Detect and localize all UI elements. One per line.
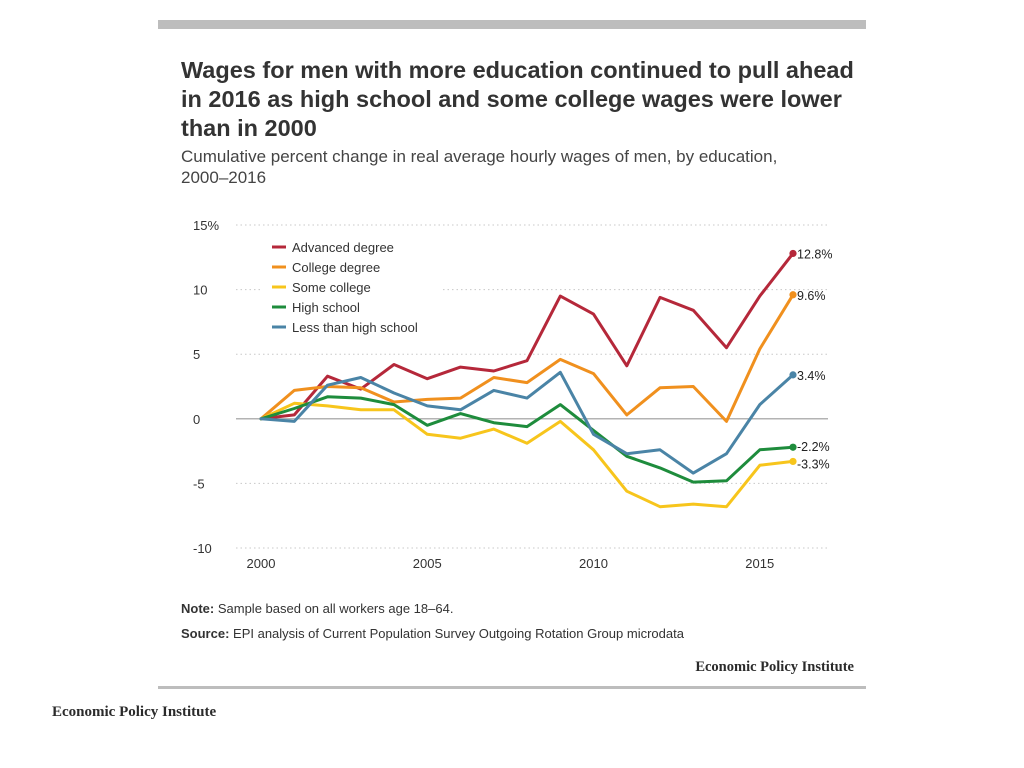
note-label: Note: bbox=[181, 601, 215, 616]
y-tick-label: -10 bbox=[193, 541, 212, 556]
chart-subtitle: Cumulative percent change in real averag… bbox=[181, 147, 778, 187]
series-end-marker bbox=[789, 291, 797, 299]
brand-logo-page: Economic Policy Institute bbox=[52, 704, 217, 720]
legend-label: Advanced degree bbox=[292, 240, 394, 255]
note: Note: Sample based on all workers age 18… bbox=[181, 601, 453, 616]
brand-logo-chart: Economic Policy Institute bbox=[695, 659, 854, 675]
series-end-marker bbox=[789, 443, 797, 451]
top-rule bbox=[158, 20, 866, 29]
bottom-rule bbox=[158, 686, 866, 689]
end-value-label: -3.3% bbox=[797, 457, 830, 471]
x-tick-label: 2010 bbox=[579, 556, 608, 571]
series-line-2 bbox=[259, 401, 795, 509]
legend-background bbox=[262, 236, 440, 340]
end-value-label: 9.6% bbox=[797, 289, 826, 303]
y-tick-label: 5 bbox=[193, 347, 200, 362]
y-tick-label: 15% bbox=[193, 218, 219, 233]
chart-title: Wages for men with more education contin… bbox=[181, 57, 854, 141]
legend: Advanced degree College degree Some colleg… bbox=[262, 236, 440, 340]
x-tick-label: 2005 bbox=[413, 556, 442, 571]
legend-label: Less than high school bbox=[292, 320, 418, 335]
end-value-label: 12.8% bbox=[797, 247, 832, 261]
x-tick-label: 2015 bbox=[745, 556, 774, 571]
end-value-label: -2.2% bbox=[797, 440, 830, 454]
series-end-marker bbox=[789, 249, 797, 258]
legend-label: Some college bbox=[292, 280, 371, 295]
line-chart: 15% 10 5 0 -5 -10 2000 2005 2010 2015 12.8% 9.6% -3… bbox=[193, 218, 832, 571]
x-tick-label: 2000 bbox=[247, 556, 276, 571]
source-label: Source: bbox=[181, 626, 230, 641]
source-text: EPI analysis of Current Population Surve… bbox=[233, 626, 684, 641]
legend-label: High school bbox=[292, 300, 360, 315]
axis-labels: 15% 10 5 0 -5 -10 2000 2005 2010 2015 bbox=[193, 218, 774, 571]
series-end-marker bbox=[789, 371, 797, 379]
series-line-1 bbox=[259, 293, 795, 423]
y-tick-label: 10 bbox=[193, 283, 207, 298]
note-text: Sample based on all workers age 18–64. bbox=[217, 601, 454, 616]
y-tick-label: 0 bbox=[193, 412, 200, 427]
series-end-marker bbox=[789, 457, 797, 466]
series-lines: 12.8% 9.6% -3.3% -2.2% 3.4% bbox=[259, 247, 832, 509]
y-tick-label: -5 bbox=[193, 476, 205, 491]
end-value-label: 3.4% bbox=[797, 369, 826, 383]
series-line-3 bbox=[259, 395, 795, 484]
series-line-0 bbox=[259, 251, 795, 421]
series-line-4 bbox=[259, 370, 795, 475]
legend-label: College degree bbox=[292, 260, 380, 275]
source: Source: EPI analysis of Current Populati… bbox=[181, 626, 684, 641]
